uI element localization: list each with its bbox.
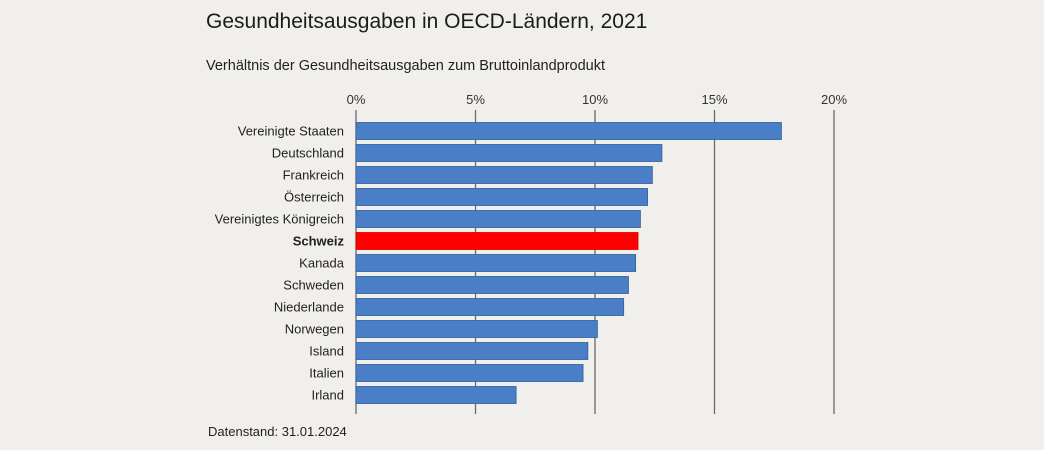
chart-subtitle: Verhältnis der Gesundheitsausgaben zum B… — [206, 58, 606, 74]
category-label: Island — [309, 344, 344, 359]
x-tick-label: 0% — [347, 92, 366, 107]
x-tick-label: 10% — [582, 92, 608, 107]
category-label: Norwegen — [285, 322, 344, 337]
category-label: Vereinigtes Königreich — [215, 212, 344, 227]
bar-highlighted — [355, 232, 639, 250]
category-label: Frankreich — [283, 168, 344, 183]
bar — [355, 210, 641, 228]
category-label: Österreich — [284, 190, 344, 205]
category-label: Deutschland — [272, 146, 344, 161]
bar — [355, 342, 589, 360]
bar — [355, 386, 517, 404]
bar — [355, 166, 653, 184]
bar — [355, 254, 637, 272]
category-label: Kanada — [299, 256, 345, 271]
chart-title: Gesundheitsausgaben in OECD-Ländern, 202… — [206, 10, 648, 33]
x-tick-label: 5% — [466, 92, 485, 107]
category-label: Niederlande — [274, 300, 344, 315]
category-label: Vereinigte Staaten — [238, 124, 344, 139]
bar — [355, 144, 663, 162]
category-label: Irland — [311, 388, 344, 403]
bar — [355, 320, 598, 338]
bar — [355, 364, 584, 382]
bar — [355, 276, 629, 294]
x-tick-label: 20% — [821, 92, 847, 107]
x-tick-label: 15% — [701, 92, 727, 107]
category-label: Schweiz — [293, 234, 345, 249]
category-label: Italien — [309, 366, 344, 381]
bar — [355, 298, 625, 316]
data-date-note: Datenstand: 31.01.2024 — [208, 424, 347, 439]
category-label: Schweden — [283, 278, 344, 293]
bar — [355, 188, 648, 206]
bar — [355, 122, 782, 140]
